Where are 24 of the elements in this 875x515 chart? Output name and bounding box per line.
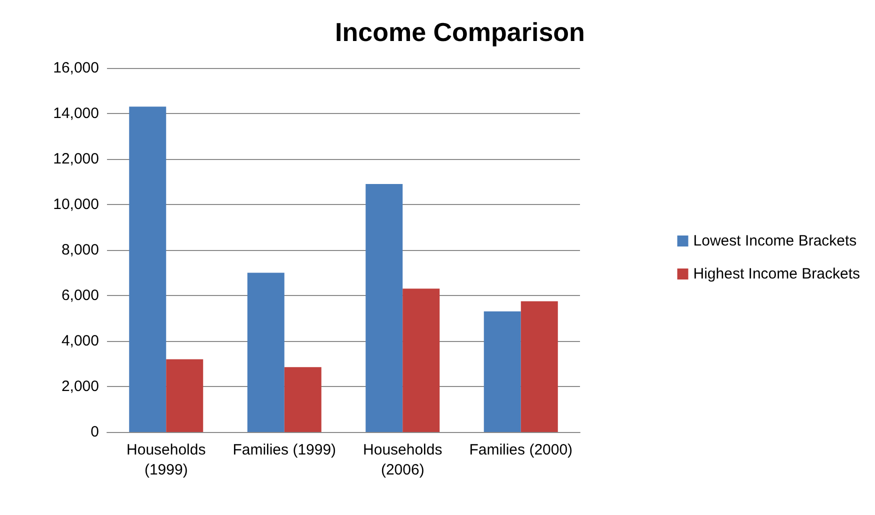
- x-tick-label: Households (1999): [126, 442, 206, 478]
- y-tick-label: 8,000: [61, 242, 99, 258]
- x-tick-label: Families (2000): [469, 442, 573, 458]
- y-tick-label: 2,000: [61, 378, 99, 395]
- y-tick-label: 10,000: [53, 196, 99, 213]
- x-tick-label: Households (2006): [363, 442, 442, 478]
- bar: [366, 184, 403, 432]
- bar: [484, 311, 521, 432]
- bar: [284, 367, 322, 432]
- x-tick-label: Families (1999): [232, 442, 336, 458]
- y-tick-label: 4,000: [61, 332, 99, 350]
- bar: [129, 106, 166, 432]
- y-tick-label: 0: [90, 424, 99, 440]
- legend-label: Lowest Income Brackets: [693, 232, 857, 250]
- bar: [520, 301, 558, 432]
- bar: [402, 288, 440, 432]
- y-tick-label: 6,000: [61, 287, 99, 304]
- y-tick-label: 14,000: [53, 105, 99, 122]
- y-tick-label: 12,000: [53, 150, 99, 168]
- y-tick-label: 16,000: [53, 60, 99, 76]
- bar: [247, 272, 284, 432]
- bar: [166, 359, 204, 432]
- chart-title: Income Comparison: [335, 17, 585, 47]
- legend-label: Highest Income Brackets: [693, 266, 860, 282]
